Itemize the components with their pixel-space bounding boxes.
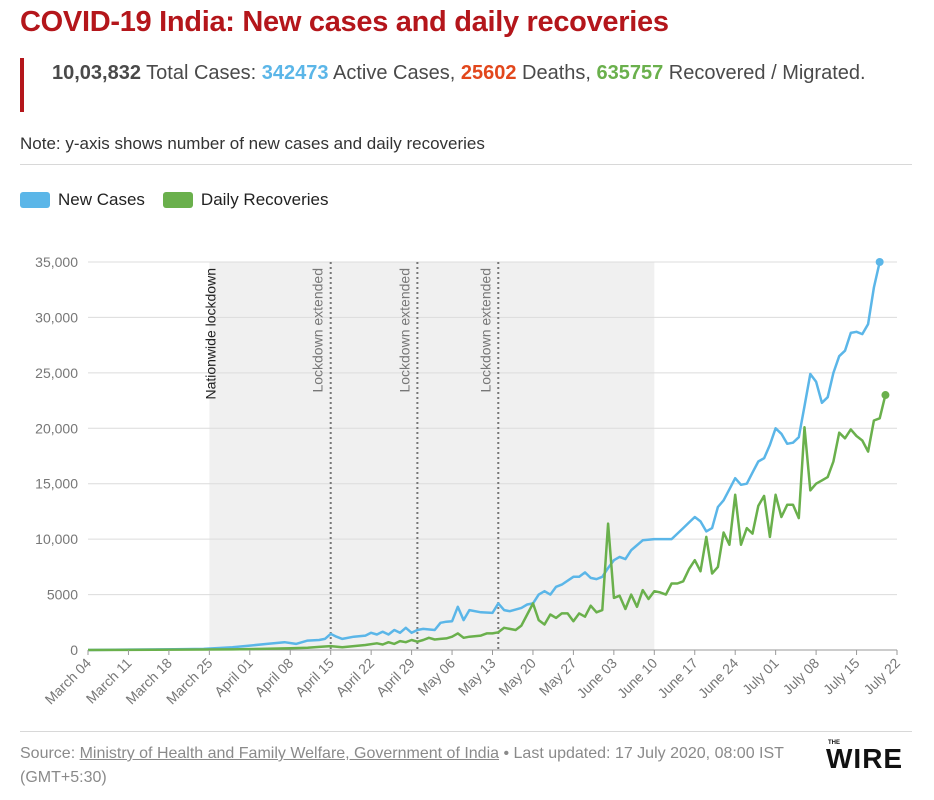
x-tick-label: April 22 <box>332 655 377 700</box>
recovered-label: Recovered / Migrated. <box>663 62 866 84</box>
x-tick-label: April 29 <box>373 655 418 700</box>
y-tick-label: 35,000 <box>35 254 78 270</box>
lockdown-extended-label: Lockdown extended <box>477 268 493 393</box>
x-tick-label: July 01 <box>739 655 782 698</box>
header-divider <box>20 164 912 165</box>
stats-accent-bar <box>20 58 24 112</box>
the-wire-logo: THE WIRE <box>826 738 916 778</box>
source-link[interactable]: Ministry of Health and Family Welfare, G… <box>79 745 500 762</box>
source-prefix: Source: <box>20 745 80 762</box>
x-tick-label: June 24 <box>695 655 742 702</box>
legend-item-daily-recoveries[interactable]: Daily Recoveries <box>162 190 329 210</box>
x-tick-label: May 06 <box>414 655 458 699</box>
source-note: Source: Ministry of Health and Family We… <box>20 742 800 790</box>
x-tick-label: June 10 <box>614 655 661 702</box>
y-tick-label: 30,000 <box>35 309 78 325</box>
x-tick-label: April 01 <box>211 655 256 700</box>
recovered-value: 635757 <box>596 62 664 84</box>
total-cases-value: 10,03,832 <box>52 62 141 84</box>
y-tick-label: 20,000 <box>35 420 78 436</box>
lockdown-shaded-region <box>209 262 655 650</box>
line-chart: 0 5000 10,000 15,000 20,000 25,000 30,000 35,00… <box>35 254 903 707</box>
y-tick-label: 25,000 <box>35 365 78 381</box>
x-tick-label: July 15 <box>820 655 863 698</box>
x-tick-label: June 03 <box>573 655 620 702</box>
y-tick-label: 15,000 <box>35 476 78 492</box>
y-tick-label: 0 <box>70 642 78 658</box>
y-tick-label: 5000 <box>47 587 78 603</box>
footer-divider <box>20 731 912 732</box>
y-tick-label: 10,000 <box>35 531 78 547</box>
legend-label-new-cases: New Cases <box>58 190 145 209</box>
x-tick-label: July 22 <box>860 655 903 698</box>
logo-wire-text: WIRE <box>826 743 904 774</box>
source-suffix: • Last updated: 17 July 2020, 08:00 IST … <box>20 745 784 786</box>
daily-recoveries-end-point <box>881 391 890 400</box>
stats-summary: 10,03,832 Total Cases: 342473 Active Cas… <box>52 60 872 87</box>
total-cases-label: Total Cases: <box>140 62 262 84</box>
x-tick-label: July 08 <box>780 655 823 698</box>
chart-title: COVID-19 India: New cases and daily reco… <box>20 6 669 38</box>
nationwide-lockdown-label: Nationwide lockdown <box>202 268 218 400</box>
legend: New Cases Daily Recoveries <box>20 190 346 210</box>
new-cases-end-point <box>875 258 884 266</box>
x-tick-label: May 20 <box>495 655 539 699</box>
deaths-value: 25602 <box>460 62 517 84</box>
new-cases-line <box>87 261 881 652</box>
lockdown-extended-label: Lockdown extended <box>310 268 326 393</box>
logo-the-text: THE <box>828 740 840 746</box>
daily-recoveries-swatch <box>162 192 193 208</box>
lockdown-extended-label: Lockdown extended <box>396 268 412 393</box>
x-tick-label: April 08 <box>251 655 296 700</box>
x-tick-label: May 13 <box>455 655 499 699</box>
x-tick-label: April 15 <box>292 655 337 700</box>
x-tick-label: May 27 <box>536 655 580 699</box>
active-cases-value: 342473 <box>261 62 329 84</box>
active-cases-label: Active Cases, <box>328 62 461 84</box>
new-cases-swatch <box>20 192 50 208</box>
deaths-label: Deaths, <box>516 62 597 84</box>
x-tick-label: June 17 <box>654 655 701 702</box>
daily-recoveries-line <box>87 394 887 652</box>
legend-item-new-cases[interactable]: New Cases <box>20 190 145 210</box>
legend-label-daily-recoveries: Daily Recoveries <box>200 190 329 209</box>
chart-note: Note: y-axis shows number of new cases a… <box>20 134 485 153</box>
